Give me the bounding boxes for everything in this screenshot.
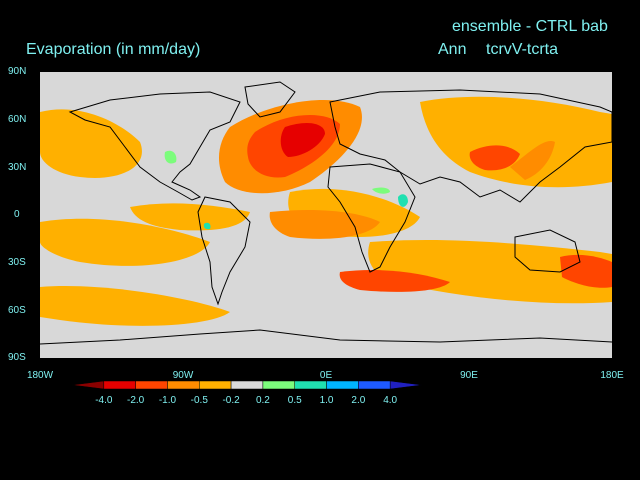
colorbar-swatch xyxy=(262,380,295,390)
title-experiment: tcrvV-tcrta xyxy=(486,41,559,58)
evaporation-map xyxy=(40,72,612,358)
lat-label-30n: 30N xyxy=(8,162,27,173)
lon-label-180w: 180W xyxy=(26,370,54,381)
lat-label-90n: 90N xyxy=(8,66,27,77)
lon-label-90e: 90E xyxy=(460,370,478,381)
lat-label-eq: 0 xyxy=(14,209,20,220)
colorbar-swatch xyxy=(167,380,200,390)
colorbar-swatch xyxy=(294,380,327,390)
coastlines xyxy=(40,81,612,345)
lon-label-180e: 180E xyxy=(600,370,624,381)
colorbar-swatch xyxy=(103,380,136,390)
colorbar-label: 0.5 xyxy=(287,395,302,406)
colorbar-swatch xyxy=(389,380,423,390)
title-ensemble: ensemble - CTRL bab xyxy=(452,18,608,35)
colorbar-swatch xyxy=(199,380,232,390)
title-variable: Evaporation (in mm/day) xyxy=(26,41,201,58)
colorbar-swatch xyxy=(71,380,105,390)
lat-label-60s: 60S xyxy=(8,305,26,316)
colorbar-label: 1.0 xyxy=(319,395,334,406)
colorbar-swatch xyxy=(326,380,359,390)
colorbar xyxy=(71,380,423,390)
colorbar-label: 0.2 xyxy=(255,395,270,406)
lat-label-90s: 90S xyxy=(8,352,26,363)
lon-label-0e: 0E xyxy=(319,370,333,381)
anomaly-fields xyxy=(40,96,612,326)
colorbar-label: 4.0 xyxy=(383,395,398,406)
colorbar-label: -0.5 xyxy=(190,395,208,406)
lat-label-30s: 30S xyxy=(8,257,26,268)
colorbar-label: -0.2 xyxy=(222,395,240,406)
colorbar-label: -1.0 xyxy=(158,395,177,406)
colorbar-label: -2.0 xyxy=(127,395,145,406)
title-season: Ann xyxy=(438,41,467,58)
colorbar-swatch xyxy=(230,380,264,390)
colorbar-label: -4.0 xyxy=(95,395,113,406)
colorbar-swatch xyxy=(358,380,391,390)
colorbar-label: 2.0 xyxy=(351,395,366,406)
lat-label-60n: 60N xyxy=(8,114,27,125)
colorbar-swatch xyxy=(135,380,168,390)
lon-label-90w: 90W xyxy=(172,370,194,381)
